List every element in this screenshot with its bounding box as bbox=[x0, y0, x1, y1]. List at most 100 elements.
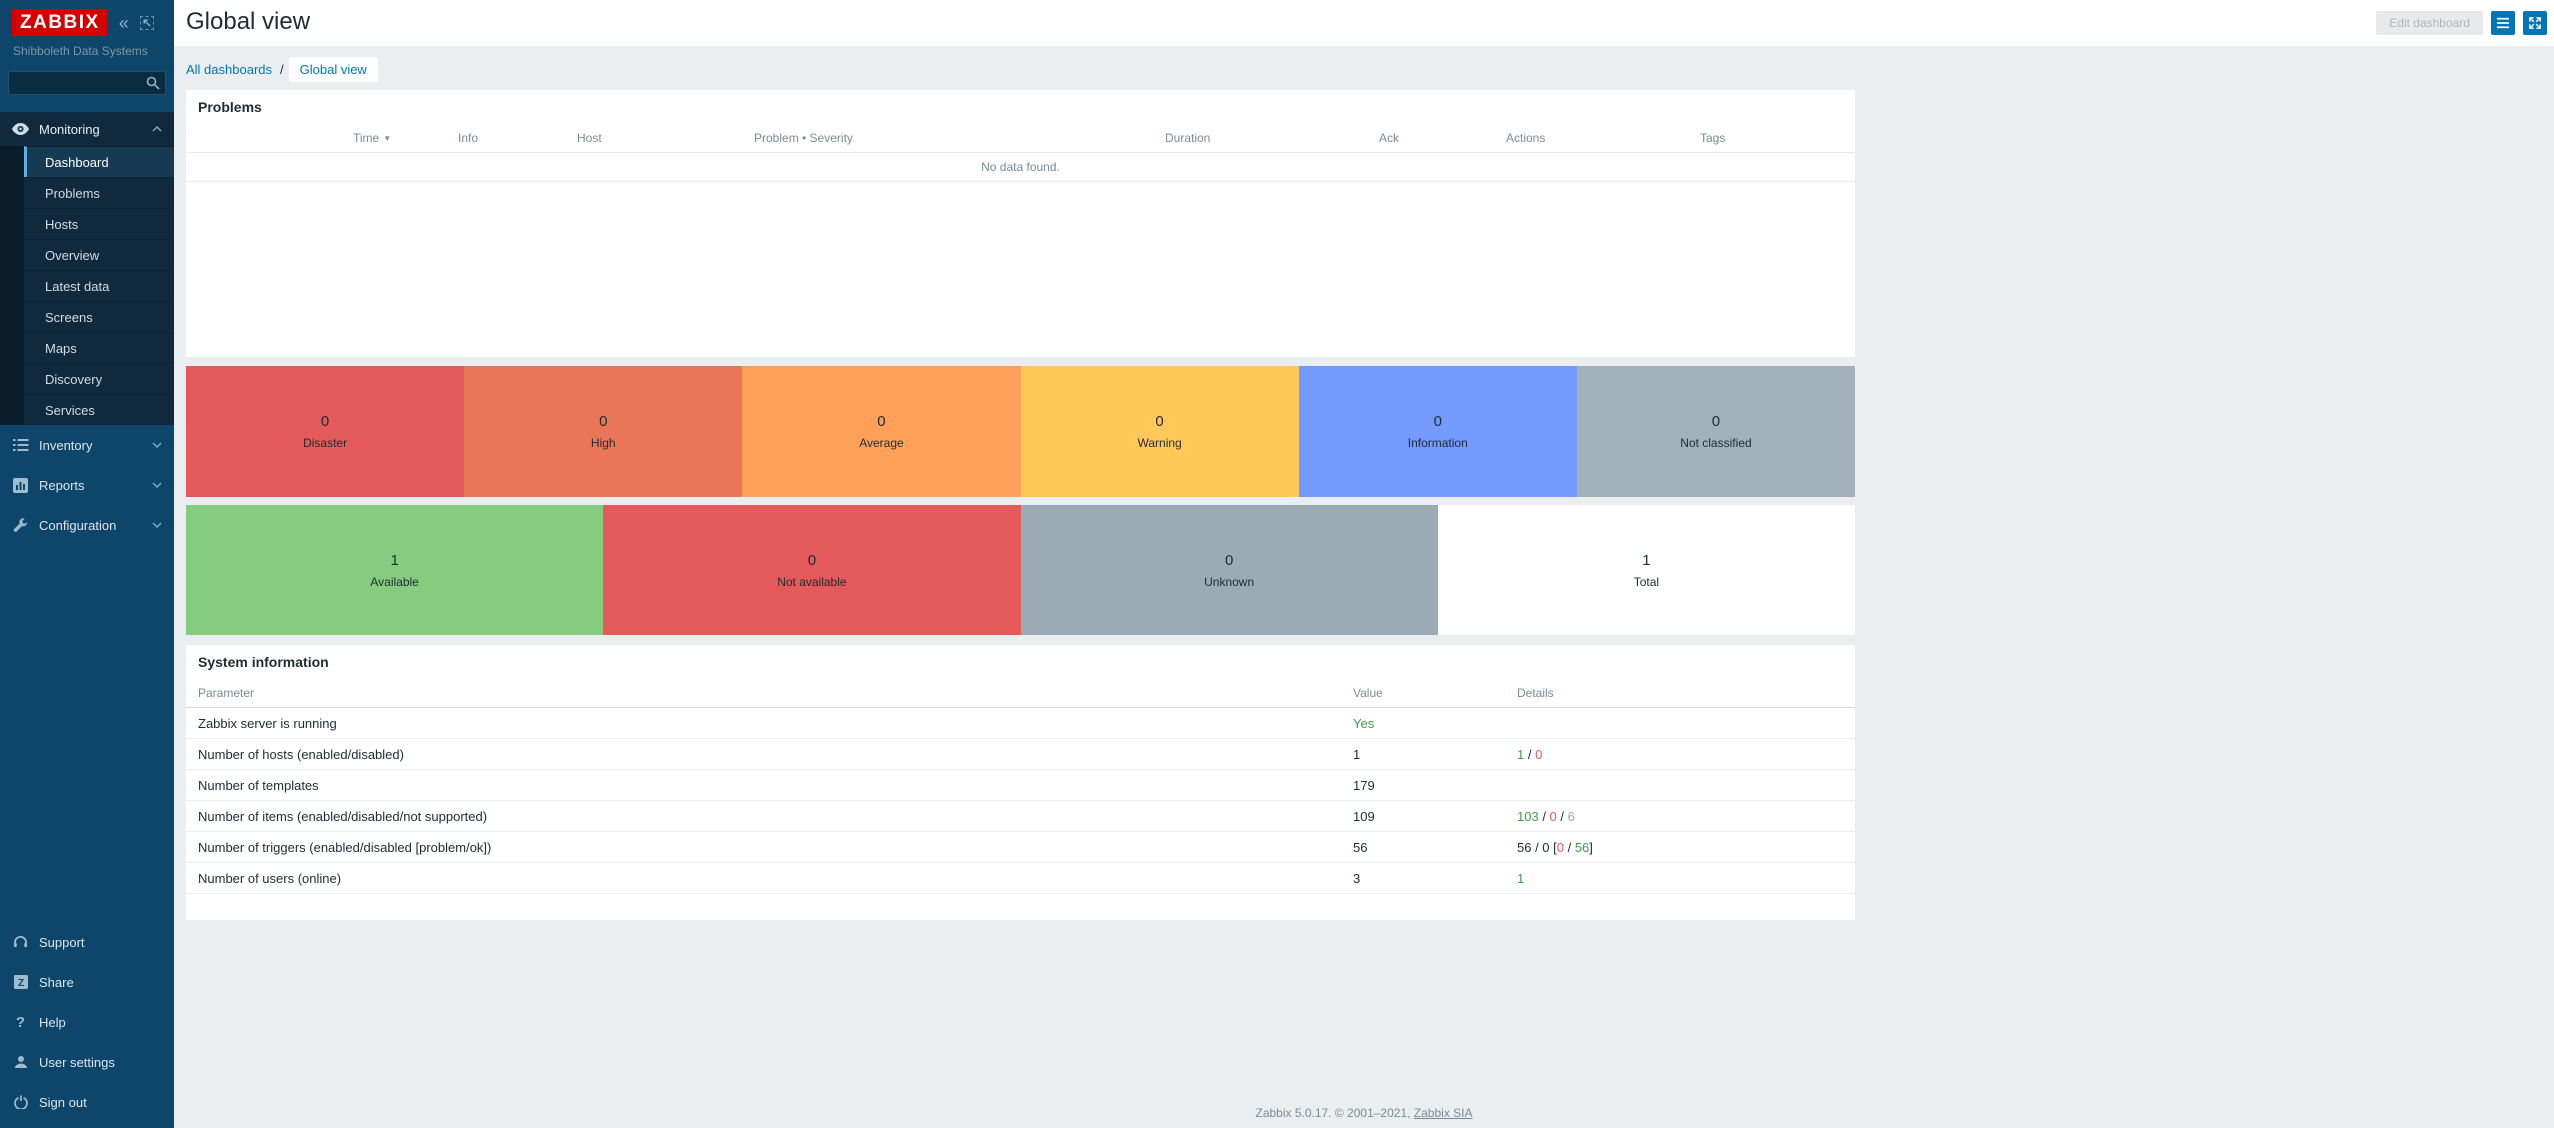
bar-chart-icon bbox=[12, 477, 29, 493]
column-header-value: Value bbox=[1353, 686, 1383, 700]
nav-section-monitoring: Monitoring Dashboard Problems Hosts Over… bbox=[0, 112, 174, 425]
sidebar-item-overview[interactable]: Overview bbox=[24, 239, 174, 270]
column-header-ack: Ack bbox=[1379, 131, 1400, 145]
sidebar-item-support[interactable]: Support bbox=[0, 922, 174, 962]
severity-tile-high: 0 High bbox=[464, 366, 743, 497]
power-icon bbox=[12, 1095, 29, 1109]
problems-table-header: Time ▼ Info Host Problem • Severity Durat… bbox=[186, 123, 1855, 153]
column-header-details: Details bbox=[1517, 686, 1554, 700]
detail-segment: 56 / 0 [ bbox=[1517, 840, 1557, 855]
sort-desc-icon: ▼ bbox=[383, 134, 392, 143]
search-input[interactable] bbox=[8, 71, 166, 95]
widget-title: System information bbox=[198, 654, 329, 670]
details-cell: 1 bbox=[1517, 871, 1524, 886]
detail-segment: 56 bbox=[1574, 840, 1590, 855]
sidebar-item-hosts[interactable]: Hosts bbox=[24, 208, 174, 239]
severity-tile-information: 0 Information bbox=[1298, 366, 1577, 497]
zabbix-sia-link[interactable]: Zabbix SIA bbox=[1413, 1106, 1473, 1120]
detail-segment: 1 bbox=[1517, 871, 1525, 886]
detail-segment: 0 bbox=[1556, 840, 1564, 855]
sidebar-logo-row: ZABBIX « bbox=[0, 0, 174, 36]
sidebar-item-help[interactable]: ? Help bbox=[0, 1002, 174, 1042]
sidebar-item-dashboard[interactable]: Dashboard bbox=[24, 146, 174, 177]
edit-dashboard-button[interactable]: Edit dashboard bbox=[2376, 11, 2483, 35]
detail-segment: / bbox=[1563, 840, 1575, 855]
table-row: Number of templates 179 bbox=[186, 770, 1855, 801]
sidebar-item-monitoring[interactable]: Monitoring bbox=[0, 112, 174, 146]
sidebar: ZABBIX « Shibboleth Data Systems Monitor… bbox=[0, 0, 174, 1128]
search-icon bbox=[146, 76, 160, 90]
hamburger-icon bbox=[2497, 17, 2509, 29]
value-cell: 179 bbox=[1353, 778, 1375, 793]
breadcrumb-all-dashboards[interactable]: All dashboards bbox=[186, 61, 272, 77]
hide-sidebar-button[interactable] bbox=[139, 15, 154, 30]
parameter-cell: Number of users (online) bbox=[198, 871, 342, 886]
sidebar-item-problems[interactable]: Problems bbox=[24, 177, 174, 208]
column-header-tags: Tags bbox=[1700, 131, 1726, 145]
sidebar-item-sign-out[interactable]: Sign out bbox=[0, 1082, 174, 1122]
details-cell: 103 / 0 / 6 bbox=[1517, 809, 1575, 824]
severity-tile-disaster: 0 Disaster bbox=[186, 366, 465, 497]
sidebar-item-share[interactable]: Z Share bbox=[0, 962, 174, 1002]
sidebar-item-latest-data[interactable]: Latest data bbox=[24, 270, 174, 301]
table-row: Number of triggers (enabled/disabled [pr… bbox=[186, 832, 1855, 863]
sidebar-item-maps[interactable]: Maps bbox=[24, 332, 174, 363]
sidebar-item-reports[interactable]: Reports bbox=[0, 465, 174, 505]
parameter-cell: Zabbix server is running bbox=[198, 716, 337, 731]
no-data-message: No data found. bbox=[186, 153, 1855, 182]
widget-title: Problems bbox=[198, 99, 262, 115]
breadcrumb-current[interactable]: Global view bbox=[288, 56, 378, 82]
sidebar-item-discovery[interactable]: Discovery bbox=[24, 363, 174, 394]
parameter-cell: Number of hosts (enabled/disabled) bbox=[198, 747, 404, 762]
value-cell: 1 bbox=[1353, 747, 1361, 762]
table-row: Number of items (enabled/disabled/not su… bbox=[186, 801, 1855, 832]
sidebar-item-inventory[interactable]: Inventory bbox=[0, 425, 174, 465]
chevron-down-icon bbox=[152, 482, 162, 488]
parameter-cell: Number of templates bbox=[198, 778, 319, 793]
detail-segment: 103 bbox=[1517, 809, 1539, 824]
dashboard-content: Problems Time ▼ Info Host Problem • Sever… bbox=[186, 90, 1856, 920]
version-text: Zabbix 5.0.17. © 2001–2021, bbox=[1255, 1106, 1414, 1120]
table-row: Zabbix server is running Yes bbox=[186, 708, 1855, 739]
severity-tile-warning: 0 Warning bbox=[1020, 366, 1299, 497]
host-availability-widget: 1 Available 0 Not available 0 Unknown 1 … bbox=[186, 505, 1855, 635]
page-footer: Zabbix 5.0.17. © 2001–2021, Zabbix SIA bbox=[174, 1106, 2554, 1120]
collapse-sidebar-button[interactable]: « bbox=[118, 12, 129, 33]
chevron-down-icon bbox=[152, 442, 162, 448]
details-cell: 56 / 0 [0 / 56] bbox=[1517, 840, 1593, 855]
svg-text:Z: Z bbox=[17, 978, 23, 989]
value-cell: Yes bbox=[1353, 716, 1375, 731]
sidebar-item-configuration[interactable]: Configuration bbox=[0, 505, 174, 545]
system-information-widget: System information Parameter Value Detai… bbox=[186, 645, 1855, 920]
column-header-actions: Actions bbox=[1506, 131, 1546, 145]
column-header-info: Info bbox=[458, 131, 479, 145]
org-name: Shibboleth Data Systems bbox=[13, 44, 148, 58]
details-cell: 1 / 0 bbox=[1517, 747, 1542, 762]
column-header-parameter: Parameter bbox=[198, 686, 255, 700]
availability-tile-total: 1 Total bbox=[1437, 505, 1855, 635]
zabbix-logo[interactable]: ZABBIX bbox=[12, 9, 108, 36]
problems-by-severity-widget: 0 Disaster 0 High 0 Average 0 Warning 0 … bbox=[186, 366, 1856, 497]
collapse-sidebar-icon: « bbox=[118, 12, 129, 33]
hide-sidebar-icon bbox=[139, 15, 154, 30]
wrench-icon bbox=[12, 517, 29, 533]
column-header-problem-severity: Problem • Severity bbox=[754, 131, 853, 145]
headset-icon bbox=[12, 935, 29, 949]
severity-tile-not-classified: 0 Not classified bbox=[1576, 366, 1856, 497]
sidebar-item-user-settings[interactable]: User settings bbox=[0, 1042, 174, 1082]
problems-widget: Problems Time ▼ Info Host Problem • Sever… bbox=[186, 90, 1855, 357]
availability-tile-unknown: 0 Unknown bbox=[1020, 505, 1438, 635]
table-row: Number of hosts (enabled/disabled) 1 1 /… bbox=[186, 739, 1855, 770]
sysinfo-table-header: Parameter Value Details bbox=[186, 678, 1855, 708]
availability-tile-available: 1 Available bbox=[186, 505, 604, 635]
sidebar-item-label: Monitoring bbox=[39, 121, 100, 137]
sidebar-item-services[interactable]: Services bbox=[24, 394, 174, 425]
sidebar-item-screens[interactable]: Screens bbox=[24, 301, 174, 332]
z-share-icon: Z bbox=[12, 975, 29, 989]
monitoring-submenu: Dashboard Problems Hosts Overview Latest… bbox=[0, 146, 174, 425]
detail-segment: 0 bbox=[1549, 809, 1557, 824]
dashboard-list-button[interactable] bbox=[2491, 11, 2515, 35]
fullscreen-button[interactable] bbox=[2523, 11, 2547, 35]
parameter-cell: Number of triggers (enabled/disabled [pr… bbox=[198, 840, 492, 855]
detail-segment: 1 bbox=[1517, 747, 1525, 762]
